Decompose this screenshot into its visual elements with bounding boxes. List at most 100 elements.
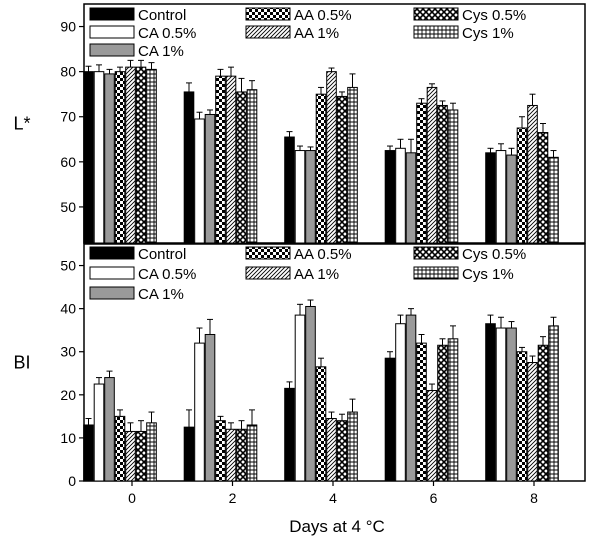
legend-swatch-cys-1-	[413, 25, 459, 39]
y-tick-label: 10	[60, 430, 76, 446]
bar-ca-0-5--day-6	[395, 323, 406, 482]
legend-label: AA 1%	[294, 266, 339, 283]
x-tick-label: 4	[329, 490, 337, 506]
bar-cys-0-5--day-8	[537, 344, 549, 482]
legend-swatch-aa-1-	[245, 266, 291, 280]
bar-ca-0-5--day-2	[194, 342, 205, 482]
legend-swatch-cys-0-5-	[413, 7, 459, 21]
bar-aa-0-5--day-8	[516, 127, 528, 244]
bar-cys-1--day-8	[548, 325, 559, 482]
bar-aa-0-5--day-4	[315, 93, 327, 244]
bar-ca-0-5--day-2	[194, 118, 205, 244]
bar-cys-0-5--day-0	[135, 430, 147, 482]
bar-ca-0-5--day-0	[93, 383, 105, 482]
bar-cys-0-5--day-2	[236, 91, 247, 244]
bar-control-day-0	[83, 71, 94, 244]
bar-aa-0-5--day-0	[114, 415, 126, 482]
bar-control-day-4	[284, 387, 295, 482]
legend-swatch-ca-1-	[89, 43, 135, 57]
bar-ca-1--day-6	[405, 152, 417, 244]
bar-ca-1--day-4	[305, 305, 316, 482]
bar-cys-0-5--day-4	[336, 420, 348, 482]
legend-swatch-ca-0-5-	[89, 266, 135, 280]
bar-cys-1--day-6	[447, 338, 459, 482]
bar-aa-0-5--day-8	[516, 351, 528, 482]
bar-aa-1--day-0	[125, 430, 136, 482]
legend-label: AA 0.5%	[294, 7, 352, 24]
legend-label: CA 1%	[138, 286, 184, 303]
legend-label: Cys 0.5%	[462, 7, 526, 24]
bar-cys-1--day-4	[347, 86, 358, 244]
y-tick-label: 40	[60, 301, 76, 317]
x-tick-label: 2	[229, 490, 237, 506]
bar-control-day-6	[384, 150, 396, 244]
legend-swatch-cys-1-	[413, 266, 459, 280]
legend-swatch-cys-0-5-	[413, 246, 459, 260]
bar-ca-0-5--day-4	[294, 150, 306, 244]
chart-panel-bi: 0 10 20 30 40 50 BI 0 2 4 6 8 Control CA 0.5% CA 1% AA …	[13, 243, 586, 506]
bar-aa-0-5--day-6	[416, 102, 427, 244]
bar-ca-0-5--day-8	[495, 327, 507, 482]
bar-ca-0-5--day-6	[395, 147, 406, 244]
bar-ca-0-5--day-8	[495, 150, 507, 244]
legend-swatch-control	[89, 7, 135, 21]
bar-aa-0-5--day-2	[215, 420, 226, 482]
legend-label: Control	[138, 7, 186, 24]
legend-label: CA 0.5%	[138, 25, 196, 42]
bar-cys-0-5--day-0	[135, 66, 147, 244]
y-tick-label: 70	[60, 109, 76, 125]
bar-ca-1--day-6	[405, 314, 417, 482]
legend-swatch-ca-1-	[89, 286, 135, 300]
y-axis-title: L*	[13, 114, 30, 134]
bar-ca-1--day-0	[104, 73, 115, 244]
bar-aa-1--day-8	[527, 362, 538, 482]
bar-cys-1--day-4	[347, 411, 358, 482]
bar-ca-1--day-0	[104, 377, 115, 482]
bar-cys-0-5--day-8	[537, 132, 549, 244]
bar-control-day-2	[183, 426, 195, 482]
x-tick-label: 8	[530, 490, 538, 506]
bar-cys-0-5--day-6	[437, 344, 448, 482]
bar-aa-1--day-2	[225, 428, 237, 482]
bar-cys-0-5--day-2	[236, 428, 247, 482]
bar-aa-1--day-6	[426, 390, 438, 482]
legend-swatch-ca-0-5-	[89, 25, 135, 39]
bar-ca-0-5--day-0	[93, 71, 105, 244]
legend-swatch-aa-0-5-	[245, 7, 291, 21]
bar-ca-1--day-4	[305, 150, 316, 244]
y-tick-label: 60	[60, 154, 76, 170]
bar-cys-0-5--day-4	[336, 95, 348, 244]
bar-control-day-8	[485, 323, 496, 482]
legend-label: Cys 1%	[462, 25, 514, 42]
legend-label: Cys 0.5%	[462, 246, 526, 263]
legend-label: Control	[138, 246, 186, 263]
bar-cys-1--day-6	[447, 109, 459, 244]
bar-aa-0-5--day-6	[416, 342, 427, 482]
y-tick-label: 50	[60, 199, 76, 215]
bar-control-day-8	[485, 152, 496, 244]
legend-label: Cys 1%	[462, 266, 514, 283]
bar-control-day-6	[384, 357, 396, 482]
bar-aa-1--day-2	[225, 75, 237, 244]
bar-aa-1--day-8	[527, 104, 538, 244]
legend-label: CA 1%	[138, 43, 184, 60]
bar-aa-1--day-4	[326, 71, 337, 244]
bar-aa-0-5--day-2	[215, 75, 226, 244]
y-tick-label: 0	[68, 473, 76, 489]
bar-control-day-2	[183, 91, 195, 244]
bar-aa-1--day-6	[426, 86, 438, 244]
bar-control-day-0	[83, 424, 94, 482]
bar-ca-1--day-2	[204, 333, 216, 482]
bar-aa-0-5--day-0	[114, 71, 126, 244]
bar-cys-1--day-8	[548, 156, 559, 244]
bar-cys-1--day-2	[246, 89, 258, 244]
bar-cys-0-5--day-6	[437, 104, 448, 244]
bar-ca-0-5--day-4	[294, 314, 306, 482]
legend-swatch-control	[89, 246, 135, 260]
legend-label: AA 1%	[294, 25, 339, 42]
bar-aa-1--day-0	[125, 66, 136, 244]
bar-cys-1--day-2	[246, 424, 258, 482]
bar-aa-0-5--day-4	[315, 366, 327, 482]
